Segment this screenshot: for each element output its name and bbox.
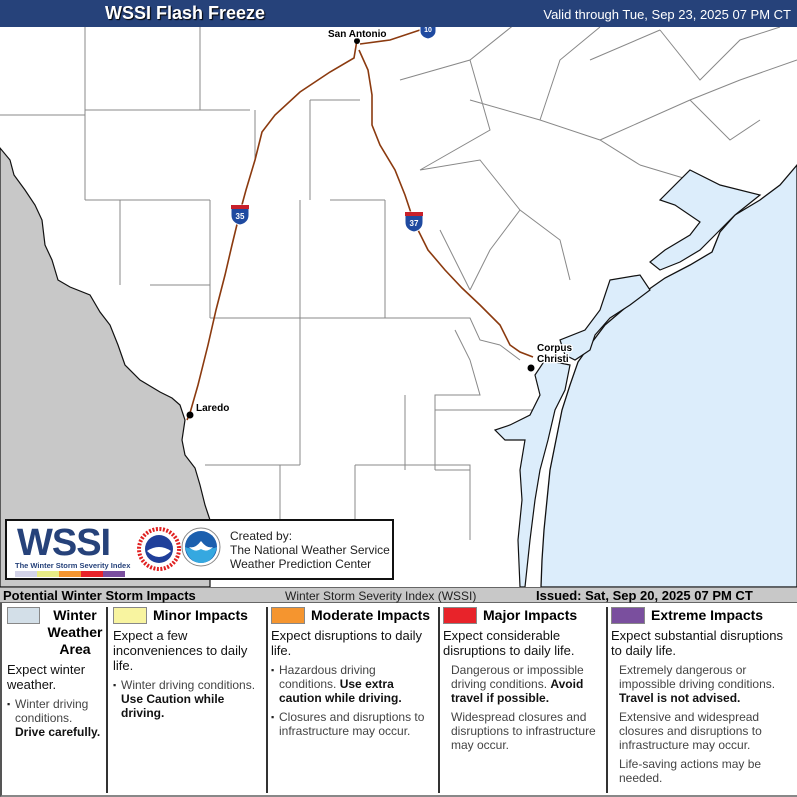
legend-heading: Winter Weather Area: [7, 607, 104, 658]
impact-legend: Winter Weather Area Expect winter weather…: [0, 603, 797, 797]
legend-column: Minor Impacts Expect a few inconveniences…: [110, 603, 265, 793]
legend-swatch: [7, 607, 40, 624]
legend-item: Dangerous or impossible driving conditio…: [443, 663, 602, 705]
legend-expectation: Expect disruptions to daily life.: [271, 628, 423, 658]
issued-time: Issued: Sat, Sep 20, 2025 07 PM CT: [536, 588, 753, 603]
legend-item-advice: Travel is not advised.: [619, 691, 741, 705]
legend-item-text: Extensive and widespread closures and di…: [619, 710, 762, 752]
legend-expectation: Expect a few inconveniences to daily lif…: [113, 628, 248, 673]
legend-item-text: Widespread closures and disruptions to i…: [451, 710, 596, 752]
bays: [493, 169, 762, 587]
legend-heading: Extreme Impacts: [611, 607, 795, 624]
header-bar: WSSI Flash Freeze Valid through Tue, Sep…: [0, 0, 797, 27]
legend-swatch: [271, 607, 305, 624]
corpus-christi-dot: [527, 364, 535, 372]
laredo-label: Laredo: [196, 403, 229, 414]
san-antonio-dot: [354, 38, 360, 44]
org-nws: The National Weather Service: [230, 543, 390, 557]
wssi-color-bar: [15, 571, 125, 577]
org-wpc: Weather Prediction Center: [230, 557, 372, 571]
legend-item: Hazardous driving conditions. Use extra …: [271, 663, 435, 705]
svg-text:10: 10: [424, 27, 432, 34]
wssi-logo: WSSI: [17, 522, 111, 564]
legend-expectation: Expect winter weather.: [7, 662, 86, 692]
highways: [186, 29, 534, 421]
interstate-10: [359, 29, 421, 45]
legend-item-text: Life-saving actions may be needed.: [619, 757, 762, 785]
legend-item: Life-saving actions may be needed.: [611, 757, 795, 785]
legend-label: Moderate Impacts: [311, 607, 431, 623]
credits-box: WSSI The Winter Storm Severity Index Cre…: [5, 519, 394, 580]
legend-label: Winter Weather Area: [47, 607, 103, 657]
svg-text:37: 37: [410, 219, 419, 228]
interstate-37: [358, 49, 534, 358]
legend-item-text: Winter driving conditions.: [121, 678, 256, 692]
legend-label: Extreme Impacts: [651, 607, 764, 623]
legend-heading: Minor Impacts: [113, 607, 262, 624]
legend-item: Winter driving conditions. Use Caution w…: [113, 678, 262, 720]
legend-item-advice: Avoid travel if possible.: [451, 677, 584, 705]
legend-divider: [266, 607, 268, 793]
legend-swatch: [443, 607, 477, 624]
legend-title: Potential Winter Storm Impacts: [3, 588, 196, 603]
interstate-10-shield: 10: [419, 27, 437, 40]
legend-column: Major Impacts Expect considerable disrupt…: [440, 603, 605, 793]
legend-divider: [606, 607, 608, 793]
map-title: WSSI Flash Freeze: [105, 3, 266, 23]
san-antonio-label: San Antonio: [328, 29, 387, 40]
legend-item-text: Hazardous driving conditions.: [279, 663, 376, 691]
legend-item-advice: Use extra caution while driving.: [279, 677, 402, 705]
noaa-logo-icon: [181, 527, 221, 567]
legend-column: Winter Weather Area Expect winter weather…: [4, 603, 107, 793]
legend-label: Major Impacts: [483, 607, 578, 623]
created-by-text: Created by: The National Weather Service…: [230, 529, 390, 571]
mexico-region: [0, 147, 211, 587]
created-by-label: Created by:: [230, 529, 293, 543]
legend-bar: Potential Winter Storm Impacts Winter St…: [0, 587, 797, 603]
legend-item-text: Dangerous or impossible driving conditio…: [451, 663, 584, 691]
svg-text:35: 35: [236, 212, 245, 221]
corpus-christi-label-2: Christi: [537, 354, 569, 365]
legend-item-text: Closures and disruptions to infrastructu…: [279, 710, 425, 738]
legend-label: Minor Impacts: [153, 607, 248, 623]
corpus-christi-label-1: Corpus: [537, 343, 572, 354]
legend-swatch: [113, 607, 147, 624]
legend-item-advice: Use Caution while driving.: [121, 692, 225, 720]
interstate-35-shield: 35: [230, 204, 250, 226]
interstate-35: [186, 39, 358, 421]
interstate-37-shield: 37: [404, 211, 424, 233]
valid-through: Valid through Tue, Sep 23, 2025 07 PM CT: [543, 7, 791, 22]
wssi-subtitle: The Winter Storm Severity Index: [15, 561, 131, 570]
laredo-dot: [186, 411, 194, 419]
legend-expectation: Expect substantial disruptions to daily …: [611, 628, 783, 658]
legend-divider: [106, 607, 108, 793]
legend-column: Moderate Impacts Expect disruptions to da…: [268, 603, 438, 793]
legend-divider: [438, 607, 440, 793]
legend-item-text: Extremely dangerous or impossible drivin…: [619, 663, 776, 691]
legend-item: Closures and disruptions to infrastructu…: [271, 710, 435, 738]
legend-index-name: Winter Storm Severity Index (WSSI): [285, 589, 477, 603]
legend-heading: Major Impacts: [443, 607, 602, 624]
legend-item: Widespread closures and disruptions to i…: [443, 710, 602, 752]
legend-item: Winter driving conditions. Drive careful…: [7, 697, 104, 739]
legend-column: Extreme Impacts Expect substantial disrup…: [608, 603, 797, 793]
legend-item-text: Winter driving conditions.: [15, 697, 89, 725]
legend-item: Extensive and widespread closures and di…: [611, 710, 795, 752]
legend-item-advice: Drive carefully.: [15, 725, 101, 739]
nws-logo-icon: [137, 527, 181, 571]
legend-expectation: Expect considerable disruptions to daily…: [443, 628, 575, 658]
legend-item: Extremely dangerous or impossible drivin…: [611, 663, 795, 705]
map: 35 37 10 San Antonio Laredo Corpus Chris…: [0, 27, 797, 587]
legend-heading: Moderate Impacts: [271, 607, 435, 624]
legend-swatch: [611, 607, 645, 624]
county-lines: [0, 27, 797, 540]
